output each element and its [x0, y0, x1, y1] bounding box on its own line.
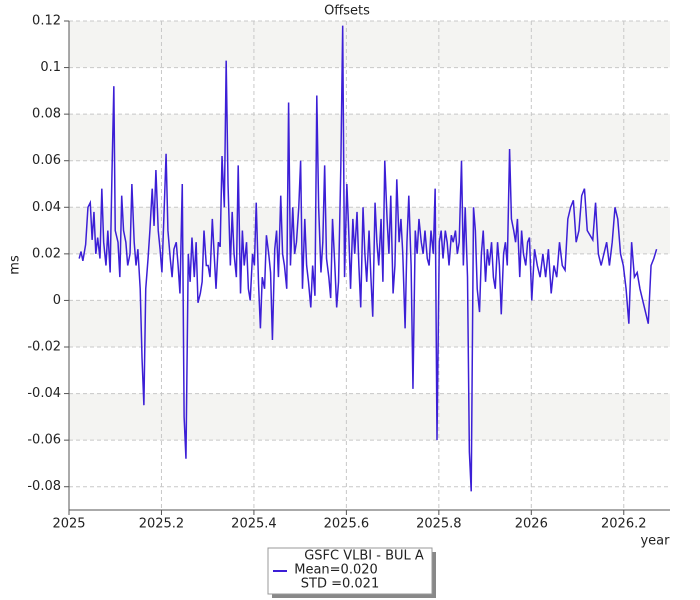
y-tick-label: -0.04 [27, 386, 61, 401]
y-tick-label: -0.08 [27, 479, 61, 494]
x-tick-label: 2025.6 [324, 517, 370, 532]
y-axis-label: ms [8, 255, 23, 275]
plot-bands [69, 21, 670, 510]
x-axis-label: year [640, 534, 670, 549]
y-tick-label: 0.02 [32, 246, 61, 261]
y-tick-label: 0.04 [32, 200, 61, 215]
legend-box [267, 547, 433, 595]
x-tick-label: 2025.2 [139, 517, 185, 532]
x-tick-label: 2026.2 [601, 517, 647, 532]
legend-std: STD =0.021 [301, 577, 379, 592]
y-tick-label: 0.12 [32, 14, 61, 29]
y-tick-label: 0.06 [32, 153, 61, 168]
plot-band [69, 393, 670, 441]
legend-mean: Mean=0.020 [294, 563, 378, 578]
x-tick-label: 2025 [52, 517, 85, 532]
plot-band [69, 300, 670, 347]
y-tick-label: -0.06 [27, 433, 61, 448]
x-tick-label: 2026 [515, 517, 548, 532]
legend-label: GSFC VLBI - BUL A [304, 549, 424, 564]
plot-band [69, 114, 670, 161]
chart-title: Offsets [324, 4, 370, 19]
y-tick-label: 0.1 [40, 60, 61, 75]
x-tick-label: 2025.8 [416, 517, 462, 532]
series-line [78, 25, 658, 492]
x-tick-label: 2025.4 [231, 517, 277, 532]
y-tick-label: 0.08 [32, 107, 61, 122]
legend: GSFC VLBI - BUL A Mean=0.020 STD =0.021 [267, 547, 436, 598]
y-tick-label: 0 [53, 293, 61, 308]
plot-band [69, 21, 670, 68]
y-tick-label: -0.02 [27, 340, 61, 355]
